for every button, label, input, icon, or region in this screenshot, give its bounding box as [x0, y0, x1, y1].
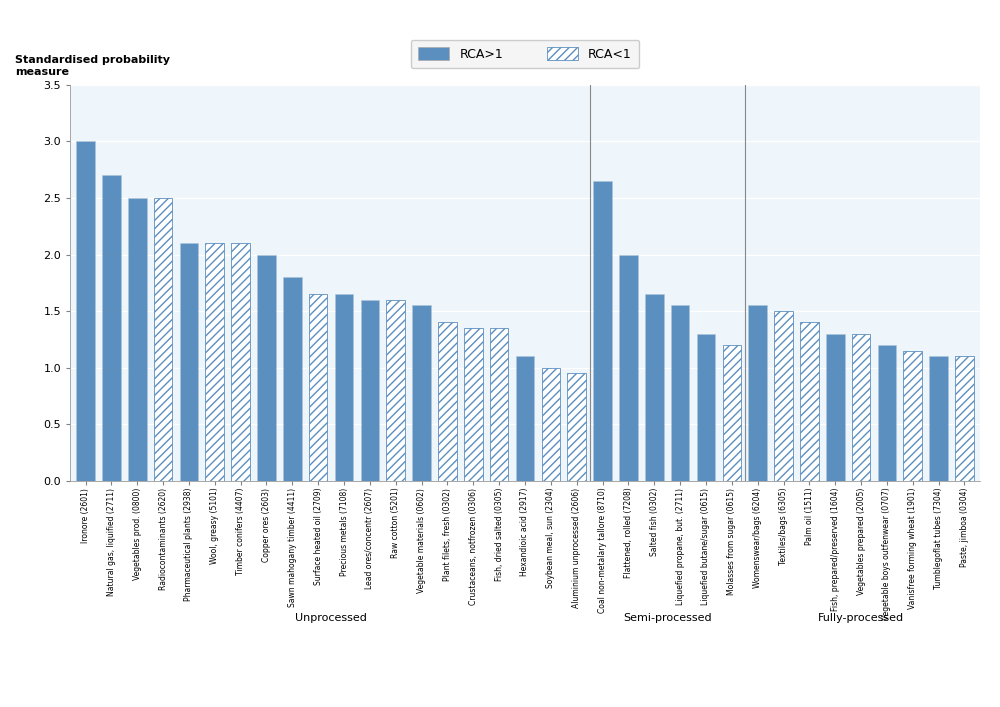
Bar	[800, 322, 819, 481]
Bar	[283, 277, 302, 481]
Bar	[180, 243, 198, 481]
Bar	[542, 368, 560, 481]
Bar	[826, 334, 845, 481]
Text: Standardised probability
measure: Standardised probability measure	[15, 55, 170, 77]
Bar	[903, 351, 922, 481]
Bar	[205, 243, 224, 481]
Bar	[438, 322, 457, 481]
Bar	[593, 181, 612, 481]
Bar	[464, 328, 483, 481]
Bar	[76, 141, 95, 481]
Text: Fully-processed: Fully-processed	[818, 613, 904, 623]
Bar	[154, 198, 172, 481]
Bar	[878, 345, 896, 481]
Bar	[128, 198, 147, 481]
Bar	[645, 294, 664, 481]
Legend: RCA>1, RCA<1: RCA>1, RCA<1	[411, 40, 639, 69]
Bar	[671, 305, 689, 481]
Bar	[309, 294, 327, 481]
Bar	[955, 356, 974, 481]
Bar	[723, 345, 741, 481]
Bar	[412, 305, 431, 481]
Bar	[852, 334, 870, 481]
Bar	[361, 300, 379, 481]
Bar	[567, 373, 586, 481]
Bar	[102, 175, 121, 481]
Bar	[929, 356, 948, 481]
Bar	[335, 294, 353, 481]
Text: Semi-processed: Semi-processed	[623, 613, 712, 623]
Bar	[516, 356, 534, 481]
Bar	[697, 334, 715, 481]
Bar	[619, 255, 638, 481]
Bar	[257, 255, 276, 481]
Bar	[231, 243, 250, 481]
Bar	[748, 305, 767, 481]
Bar	[490, 328, 508, 481]
Bar	[774, 311, 793, 481]
Text: Unprocessed: Unprocessed	[295, 613, 367, 623]
Bar	[386, 300, 405, 481]
